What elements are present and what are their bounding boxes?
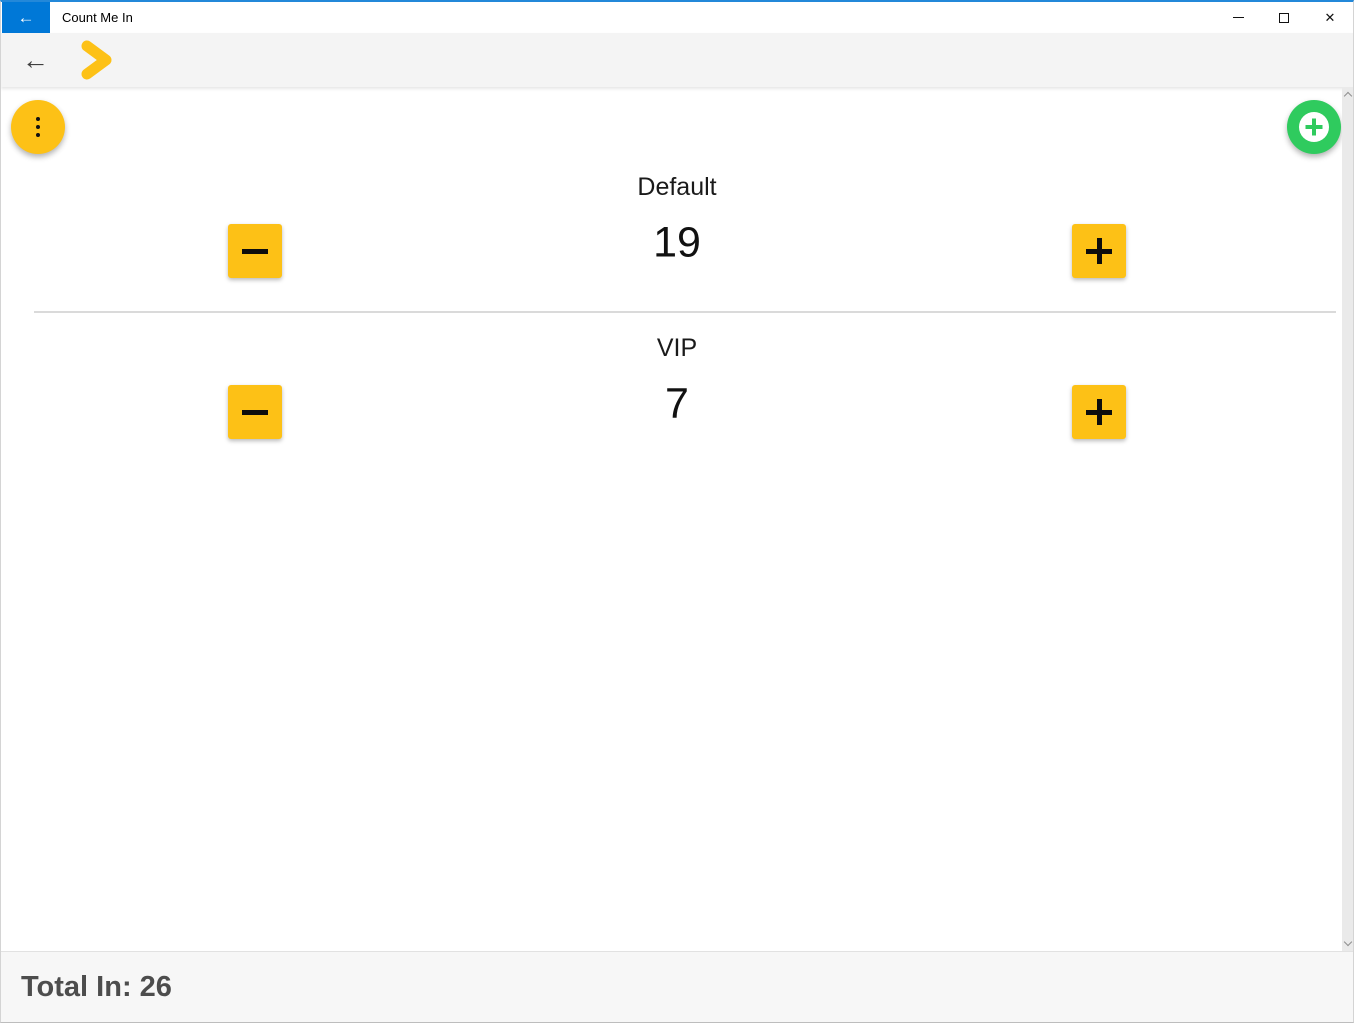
minimize-button[interactable]: [1215, 2, 1261, 33]
counter-row: 19: [1, 219, 1353, 278]
increment-button[interactable]: [1072, 224, 1126, 278]
minus-icon: [242, 248, 268, 254]
counter-row: 7: [1, 380, 1353, 439]
counter-value: 19: [653, 218, 701, 267]
nav-back-button[interactable]: ←: [22, 44, 49, 75]
minus-icon: [242, 409, 268, 415]
plus-icon: [1086, 238, 1112, 264]
navigation-bar: ←: [1, 33, 1353, 87]
window-controls: ✕: [1215, 2, 1353, 33]
main-content: Default 19 VIP 7: [1, 87, 1353, 951]
decrement-button[interactable]: [228, 224, 282, 278]
add-plus-icon: [1299, 112, 1329, 142]
maximize-icon: [1279, 12, 1289, 23]
counter-vip: VIP 7: [1, 333, 1353, 439]
scroll-up-icon[interactable]: [1343, 91, 1352, 101]
counter-divider: [34, 311, 1336, 313]
status-bar: Total In: 26: [1, 951, 1353, 1022]
minimize-icon: [1232, 17, 1244, 18]
kebab-menu-icon: [36, 114, 40, 139]
app-logo-chevron-icon: [81, 40, 112, 80]
increment-button[interactable]: [1072, 385, 1126, 439]
vertical-scrollbar[interactable]: [1342, 87, 1353, 951]
scroll-down-icon[interactable]: [1343, 937, 1352, 947]
maximize-button[interactable]: [1261, 2, 1307, 33]
counter-default: Default 19: [1, 172, 1353, 278]
window-title: Count Me In: [62, 10, 133, 25]
decrement-button[interactable]: [228, 385, 282, 439]
menu-fab-button[interactable]: [11, 100, 65, 154]
titlebar-back-button[interactable]: ←: [2, 2, 50, 33]
close-button[interactable]: ✕: [1307, 2, 1353, 33]
titlebar: ← Count Me In ✕: [1, 2, 1353, 33]
close-icon: ✕: [1324, 10, 1336, 25]
back-icon: ←: [17, 7, 35, 27]
counter-label: Default: [637, 173, 717, 201]
add-counter-fab-button[interactable]: [1287, 100, 1341, 154]
total-in-label: Total In: 26: [21, 970, 172, 1003]
plus-icon: [1086, 399, 1112, 425]
counter-value: 7: [665, 379, 689, 428]
counter-label: VIP: [656, 334, 698, 362]
back-arrow-icon: ←: [22, 44, 49, 75]
